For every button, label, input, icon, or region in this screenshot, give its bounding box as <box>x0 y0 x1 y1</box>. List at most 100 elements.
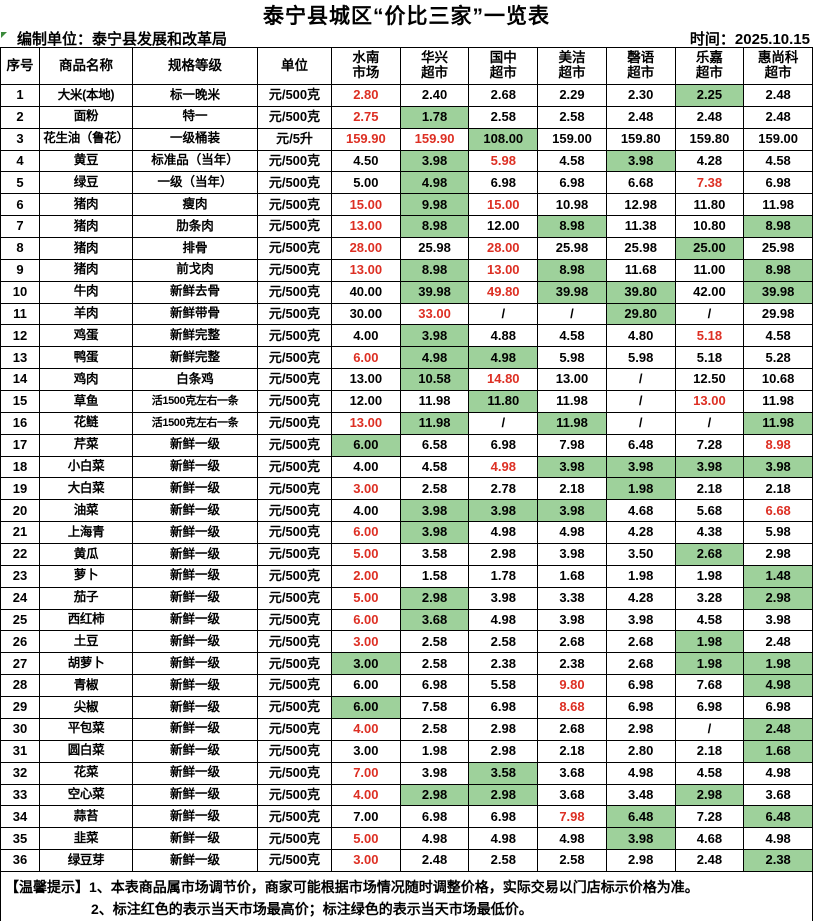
price-cell: 25.98 <box>400 238 470 260</box>
table-row: 16 花鲢 活1500克左右一条 元/500克 13.00 11.98 / 11… <box>1 412 813 435</box>
price-cell: 39.98 <box>744 281 813 304</box>
row-index: 25 <box>1 609 40 632</box>
price-cell: 4.00 <box>332 456 401 479</box>
product-name: 土豆 <box>40 631 133 654</box>
price-cell: 4.98 <box>469 347 539 370</box>
price-cell: 2.38 <box>469 653 539 676</box>
price-cell: 2.68 <box>469 85 539 107</box>
price-cell: 2.80 <box>332 85 401 107</box>
meta-bar: 编制单位：泰宁县发展和改革局 时间：2025.10.15 <box>0 29 813 48</box>
price-cell: 3.98 <box>400 500 470 523</box>
table-row: 34 蒜苔 新鲜一级 元/500克 7.00 6.98 6.98 7.98 6.… <box>1 806 813 829</box>
price-cell: 1.98 <box>744 653 813 676</box>
price-cell: 13.00 <box>675 391 745 413</box>
row-index: 24 <box>1 587 40 610</box>
price-cell: 49.80 <box>469 281 539 304</box>
row-index: 23 <box>1 565 40 588</box>
product-unit: 元/500克 <box>258 478 332 501</box>
col-header-market-1: 水南 市场 <box>332 48 401 85</box>
price-cell: 4.98 <box>538 828 607 851</box>
product-unit: 元/500克 <box>258 565 332 588</box>
price-cell: 3.98 <box>606 150 676 173</box>
price-cell: 159.00 <box>538 128 607 151</box>
price-cell: 5.00 <box>332 172 401 195</box>
table-row: 18 小白菜 新鲜一级 元/500克 4.00 4.58 4.98 3.98 3… <box>1 456 813 479</box>
row-index: 29 <box>1 697 40 719</box>
row-index: 13 <box>1 347 40 370</box>
price-cell: 2.00 <box>332 565 401 588</box>
table-row: 26 土豆 新鲜一级 元/500克 3.00 2.58 2.58 2.68 2.… <box>1 631 813 654</box>
price-cell: 11.80 <box>469 391 539 413</box>
row-index: 17 <box>1 434 40 457</box>
table-row: 1 大米(本地) 标一晚米 元/500克 2.80 2.40 2.68 2.29… <box>1 85 813 107</box>
price-cell: 28.00 <box>332 238 401 260</box>
product-name: 花生油（鲁花） <box>40 128 133 151</box>
price-cell: 1.48 <box>744 565 813 588</box>
row-index: 8 <box>1 238 40 260</box>
price-cell: 11.38 <box>606 216 676 239</box>
price-cell: 2.18 <box>744 478 813 501</box>
price-cell: 4.58 <box>744 325 813 348</box>
table-row: 33 空心菜 新鲜一级 元/500克 4.00 2.98 2.98 3.68 3… <box>1 784 813 807</box>
product-unit: 元/500克 <box>258 784 332 807</box>
price-cell: 2.98 <box>606 718 676 741</box>
price-cell: 11.98 <box>744 194 813 217</box>
product-unit: 元/500克 <box>258 412 332 435</box>
row-index: 12 <box>1 325 40 348</box>
product-spec: 瘦肉 <box>133 194 258 217</box>
product-spec: 特一 <box>133 106 258 129</box>
row-index: 18 <box>1 456 40 479</box>
product-unit: 元/500克 <box>258 150 332 173</box>
price-cell: 5.58 <box>469 675 539 698</box>
price-cell: 4.28 <box>606 522 676 545</box>
product-spec: 新鲜完整 <box>133 325 258 348</box>
price-cell: 2.98 <box>469 544 539 566</box>
product-spec: 新鲜一级 <box>133 828 258 851</box>
product-spec: 新鲜去骨 <box>133 281 258 304</box>
price-cell: 4.98 <box>744 675 813 698</box>
price-cell: 2.68 <box>538 718 607 741</box>
price-cell: 6.68 <box>744 500 813 523</box>
price-cell: 2.18 <box>538 740 607 763</box>
price-cell: 2.48 <box>744 718 813 741</box>
col-header-market-3: 国中 超市 <box>469 48 539 85</box>
price-cell: 6.98 <box>400 675 470 698</box>
price-cell: / <box>675 718 745 741</box>
price-cell: 4.00 <box>332 500 401 523</box>
row-index: 1 <box>1 85 40 107</box>
price-cell: 2.68 <box>606 653 676 676</box>
price-cell: 2.48 <box>675 850 745 872</box>
price-cell: 1.68 <box>538 565 607 588</box>
product-unit: 元/500克 <box>258 238 332 260</box>
product-unit: 元/500克 <box>258 434 332 457</box>
price-cell: 3.00 <box>332 850 401 872</box>
page-title: 泰宁县城区“价比三家”一览表 <box>263 4 550 28</box>
product-spec: 新鲜一级 <box>133 653 258 676</box>
notice-footer: 【温馨提示】1、本表商品属市场调节价，商家可能根据市场情况随时调整价格，实际交易… <box>0 871 813 921</box>
product-name: 胡萝卜 <box>40 653 133 676</box>
product-unit: 元/500克 <box>258 587 332 610</box>
product-spec: 标准品（当年） <box>133 150 258 173</box>
price-cell: 2.98 <box>400 784 470 807</box>
price-cell: 2.48 <box>744 106 813 129</box>
product-name: 猪肉 <box>40 238 133 260</box>
price-cell: 3.68 <box>744 784 813 807</box>
price-cell: 13.00 <box>469 259 539 282</box>
table-row: 31 圆白菜 新鲜一级 元/500克 3.00 1.98 2.98 2.18 2… <box>1 740 813 763</box>
row-index: 35 <box>1 828 40 851</box>
row-index: 26 <box>1 631 40 654</box>
cell-flag-triangle-icon <box>1 32 7 38</box>
price-cell: 1.98 <box>675 631 745 654</box>
price-cell: 3.98 <box>606 609 676 632</box>
product-spec: 新鲜一级 <box>133 740 258 763</box>
price-cell: 5.28 <box>744 347 813 370</box>
price-cell: 2.48 <box>744 85 813 107</box>
price-cell: 2.80 <box>606 740 676 763</box>
price-cell: 2.98 <box>469 718 539 741</box>
product-spec: 新鲜完整 <box>133 347 258 370</box>
table-row: 27 胡萝卜 新鲜一级 元/500克 3.00 2.58 2.38 2.38 2… <box>1 653 813 676</box>
price-cell: 6.00 <box>332 675 401 698</box>
product-unit: 元/5升 <box>258 128 332 151</box>
table-row: 17 芹菜 新鲜一级 元/500克 6.00 6.58 6.98 7.98 6.… <box>1 434 813 457</box>
product-spec: 新鲜一级 <box>133 718 258 741</box>
